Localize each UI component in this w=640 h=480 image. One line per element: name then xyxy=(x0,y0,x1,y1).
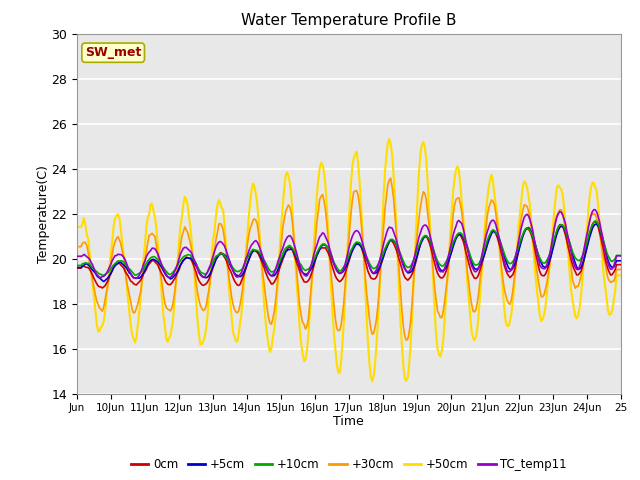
Text: SW_met: SW_met xyxy=(85,46,141,59)
Legend: 0cm, +5cm, +10cm, +30cm, +50cm, TC_temp11: 0cm, +5cm, +10cm, +30cm, +50cm, TC_temp1… xyxy=(126,454,572,476)
X-axis label: Time: Time xyxy=(333,415,364,428)
Y-axis label: Temperature(C): Temperature(C) xyxy=(37,165,50,263)
Title: Water Temperature Profile B: Water Temperature Profile B xyxy=(241,13,456,28)
